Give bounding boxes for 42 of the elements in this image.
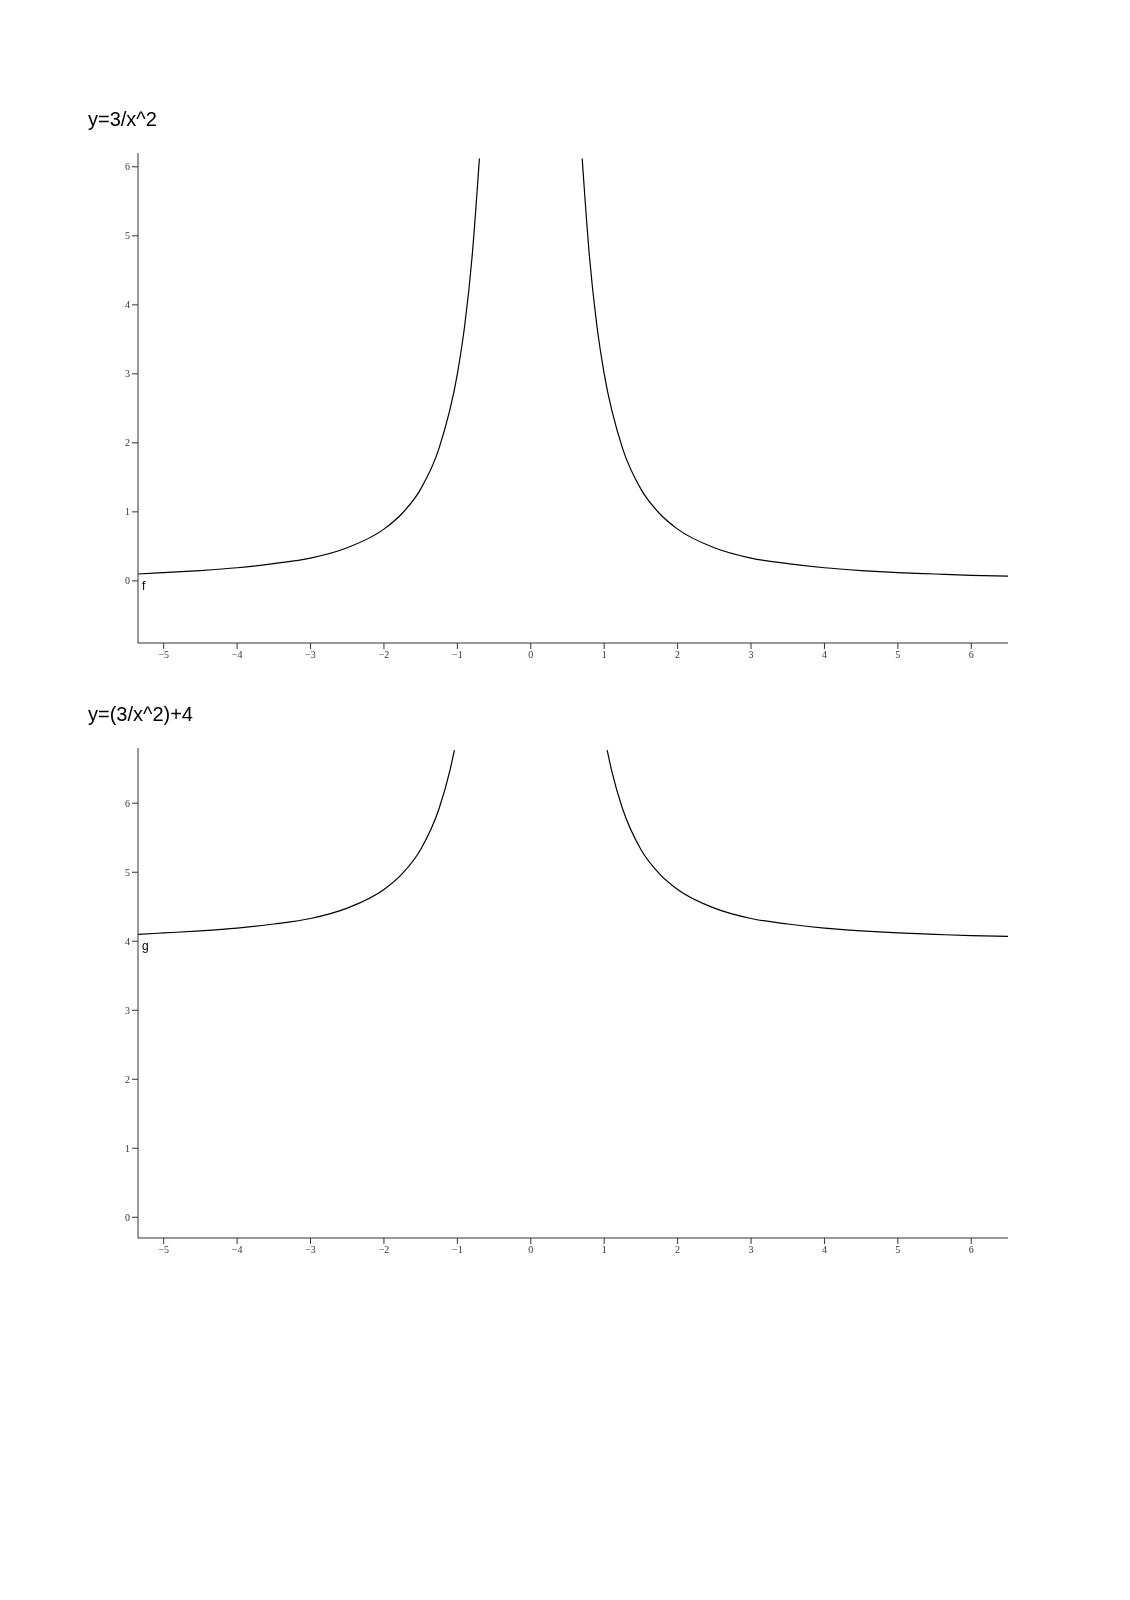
x-tick-label: −1: [452, 1244, 463, 1256]
y-tick-label: 5: [125, 866, 130, 878]
x-tick-label: −3: [305, 649, 316, 661]
y-tick-label: 0: [125, 1211, 130, 1223]
y-tick-label: 1: [125, 1142, 130, 1154]
x-tick-label: 1: [601, 1244, 607, 1256]
x-tick-label: −4: [231, 649, 243, 661]
x-tick-label: 0: [528, 1244, 534, 1256]
x-tick-label: 5: [895, 649, 901, 661]
x-tick-label: −2: [378, 1244, 390, 1256]
x-tick-label: −4: [231, 1244, 243, 1256]
x-tick-label: −5: [158, 649, 170, 661]
x-tick-label: 1: [601, 649, 607, 661]
x-tick-label: 0: [528, 649, 534, 661]
y-tick-label: 4: [125, 935, 130, 947]
x-tick-label: −1: [452, 649, 463, 661]
x-tick-label: 2: [675, 649, 681, 661]
x-tick-label: 3: [748, 1244, 754, 1256]
x-tick-label: 4: [821, 1244, 827, 1256]
y-tick-label: 3: [125, 368, 130, 380]
y-tick-label: 1: [125, 506, 130, 518]
x-tick-label: −5: [158, 1244, 170, 1256]
chart-title: y=3/x^2: [88, 108, 158, 131]
series-label: f: [142, 578, 146, 593]
y-tick-label: 5: [125, 230, 130, 242]
y-tick-label: 0: [125, 575, 130, 587]
y-tick-label: 2: [125, 437, 130, 449]
x-tick-label: −3: [305, 1244, 316, 1256]
chart-title: y=(3/x^2)+4: [88, 703, 194, 726]
y-tick-label: 4: [125, 299, 130, 311]
x-tick-label: 4: [821, 649, 827, 661]
x-tick-label: 6: [968, 649, 974, 661]
x-tick-label: 3: [748, 649, 754, 661]
y-tick-label: 6: [125, 161, 130, 173]
series-label: g: [142, 939, 149, 954]
x-tick-label: 5: [895, 1244, 901, 1256]
y-tick-label: 6: [125, 797, 130, 809]
x-tick-label: 2: [675, 1244, 681, 1256]
y-tick-label: 2: [125, 1073, 130, 1085]
x-tick-label: 6: [968, 1244, 974, 1256]
y-tick-label: 3: [125, 1004, 130, 1016]
x-tick-label: −2: [378, 649, 390, 661]
